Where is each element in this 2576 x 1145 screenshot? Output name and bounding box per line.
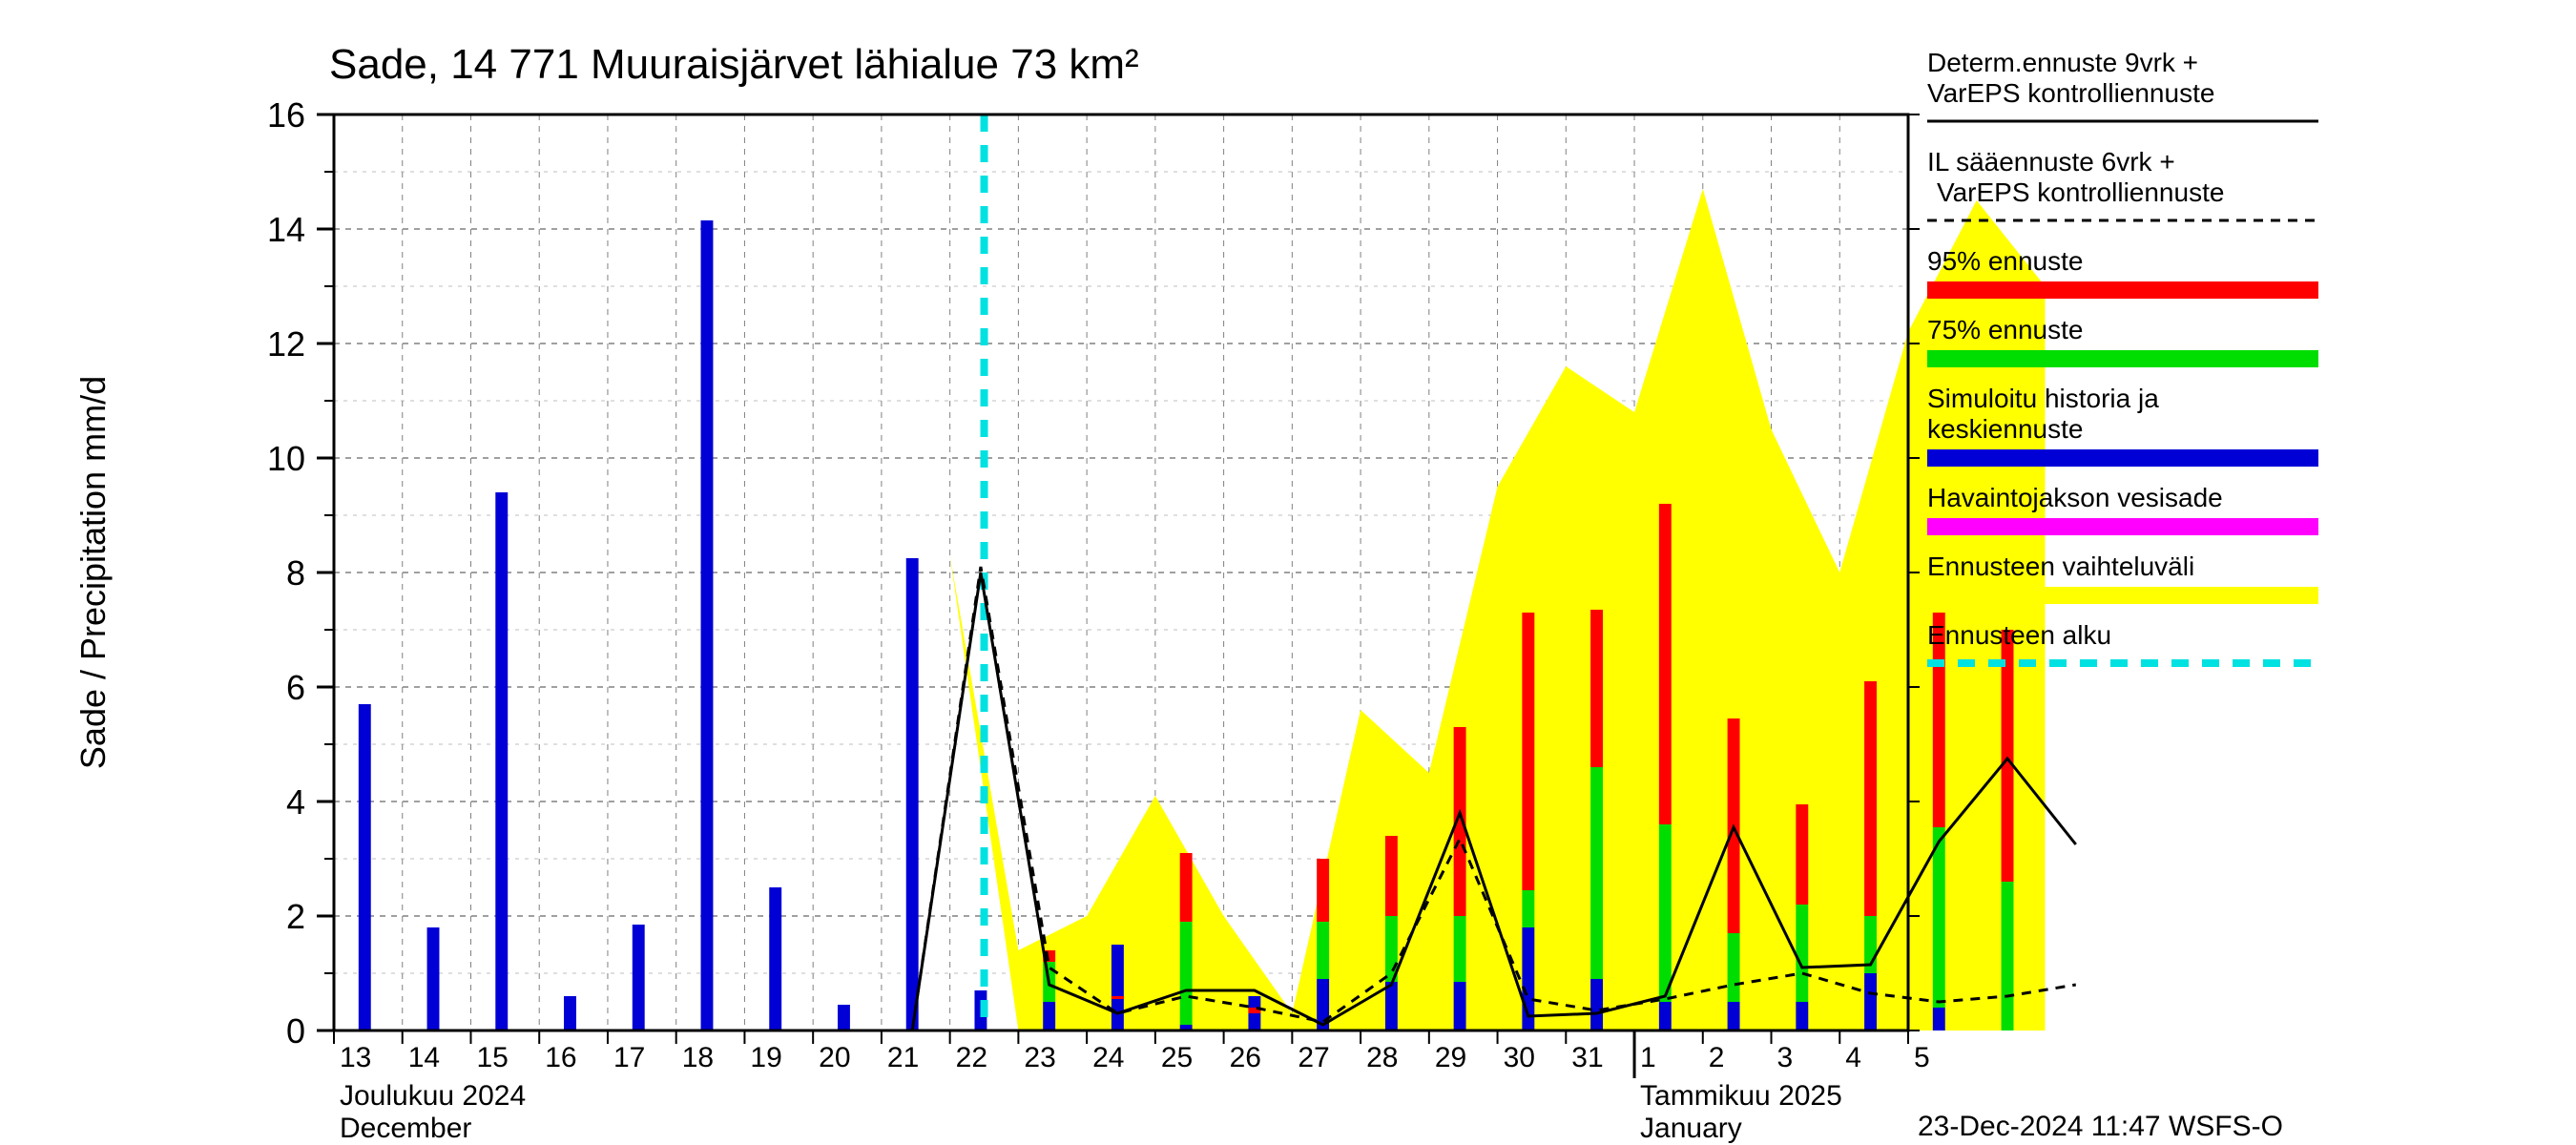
red-bar (1111, 996, 1124, 999)
blue-bar (427, 927, 440, 1030)
green-bar (1659, 824, 1672, 1002)
red-bar (1522, 613, 1534, 890)
legend-swatch (1927, 350, 2318, 367)
blue-bar (1659, 1002, 1672, 1030)
red-bar (1590, 610, 1603, 767)
svg-text:Ennusteen vaihteluväli: Ennusteen vaihteluväli (1927, 552, 2194, 581)
svg-text:VarEPS kontrolliennuste: VarEPS kontrolliennuste (1937, 177, 2224, 207)
green-bar (1317, 922, 1329, 979)
red-bar (1796, 804, 1808, 905)
blue-bar (564, 996, 576, 1030)
svg-text:95% ennuste: 95% ennuste (1927, 246, 2083, 276)
footer-svg: 23-Dec-2024 11:47 WSFS-O (1918, 1111, 2283, 1142)
green-bar (2002, 882, 2014, 1030)
green-bar (1522, 890, 1534, 927)
svg-text:VarEPS kontrolliennuste: VarEPS kontrolliennuste (1927, 78, 2214, 108)
red-bar (1385, 836, 1398, 916)
svg-text:14: 14 (267, 210, 305, 249)
svg-text:16: 16 (267, 95, 305, 135)
green-bar (1180, 922, 1193, 1025)
svg-text:0: 0 (286, 1011, 305, 1051)
blue-bar (1111, 945, 1124, 1030)
blue-bar (838, 1005, 850, 1030)
blue-bar (633, 925, 645, 1030)
svg-text:27: 27 (1298, 1042, 1329, 1073)
svg-text:19: 19 (750, 1042, 781, 1073)
blue-bar (906, 558, 919, 1030)
chart-title-svg: Sade, 14 771 Muuraisjärvet lähialue 73 k… (329, 41, 1139, 88)
green-bar (1933, 827, 1945, 1008)
svg-text:22: 22 (956, 1042, 987, 1073)
blue-bar (1933, 1008, 1945, 1030)
svg-text:15: 15 (476, 1042, 508, 1073)
blue-bar (495, 492, 508, 1030)
svg-text:Determ.ennuste 9vrk +: Determ.ennuste 9vrk + (1927, 48, 2198, 77)
blue-bar (1864, 973, 1877, 1030)
svg-text:20: 20 (819, 1042, 850, 1073)
svg-text:Tammikuu 2025: Tammikuu 2025 (1640, 1080, 1842, 1112)
svg-text:December: December (340, 1113, 471, 1144)
svg-text:1: 1 (1640, 1042, 1656, 1073)
svg-text:21: 21 (887, 1042, 919, 1073)
blue-bar (1728, 1002, 1740, 1030)
blue-bar (1454, 982, 1466, 1030)
svg-text:Ennusteen alku: Ennusteen alku (1927, 620, 2111, 650)
y-axis-label-svg: Sade / Precipitation mm/d (73, 376, 113, 769)
blue-bar (1590, 979, 1603, 1030)
svg-text:keskiennuste: keskiennuste (1927, 414, 2083, 444)
legend-swatch (1927, 449, 2318, 467)
legend-swatch (1927, 518, 2318, 535)
svg-text:26: 26 (1230, 1042, 1261, 1073)
svg-text:January: January (1640, 1113, 1742, 1144)
svg-text:6: 6 (286, 668, 305, 707)
red-bar (1659, 504, 1672, 824)
svg-text:4: 4 (286, 782, 305, 822)
svg-text:31: 31 (1571, 1042, 1603, 1073)
svg-text:3: 3 (1777, 1042, 1794, 1073)
svg-text:2: 2 (1709, 1042, 1725, 1073)
green-bar (1796, 905, 1808, 1002)
svg-text:23: 23 (1024, 1042, 1055, 1073)
legend-swatch (1927, 587, 2318, 604)
red-bar (1864, 681, 1877, 916)
svg-text:2: 2 (286, 897, 305, 936)
svg-text:4: 4 (1845, 1042, 1861, 1073)
legend-swatch (1927, 281, 2318, 299)
blue-bar (359, 704, 371, 1030)
red-bar (2002, 630, 2014, 882)
svg-text:75% ennuste: 75% ennuste (1927, 315, 2083, 344)
svg-text:30: 30 (1504, 1042, 1535, 1073)
svg-text:8: 8 (286, 553, 305, 593)
svg-text:16: 16 (545, 1042, 576, 1073)
svg-text:13: 13 (340, 1042, 371, 1073)
svg-text:28: 28 (1366, 1042, 1398, 1073)
svg-text:25: 25 (1161, 1042, 1193, 1073)
blue-bar (1043, 1002, 1055, 1030)
svg-text:18: 18 (682, 1042, 714, 1073)
svg-text:24: 24 (1092, 1042, 1124, 1073)
svg-text:29: 29 (1435, 1042, 1466, 1073)
svg-text:IL sääennuste 6vrk +: IL sääennuste 6vrk + (1927, 147, 2175, 177)
blue-bar (1385, 982, 1398, 1030)
svg-text:17: 17 (613, 1042, 645, 1073)
svg-text:12: 12 (267, 324, 305, 364)
blue-bar (1796, 1002, 1808, 1030)
green-bar (1728, 933, 1740, 1002)
svg-text:14: 14 (408, 1042, 440, 1073)
red-bar (1180, 853, 1193, 922)
red-bar (1317, 859, 1329, 922)
svg-text:5: 5 (1914, 1042, 1930, 1073)
svg-text:10: 10 (267, 439, 305, 478)
green-bar (1454, 916, 1466, 982)
svg-text:Joulukuu 2024: Joulukuu 2024 (340, 1080, 526, 1112)
svg-text:Havaintojakson vesisade: Havaintojakson vesisade (1927, 483, 2223, 512)
blue-bar (701, 220, 714, 1030)
svg-text:Simuloitu historia ja: Simuloitu historia ja (1927, 384, 2159, 413)
green-bar (1590, 767, 1603, 979)
blue-bar (769, 887, 781, 1030)
